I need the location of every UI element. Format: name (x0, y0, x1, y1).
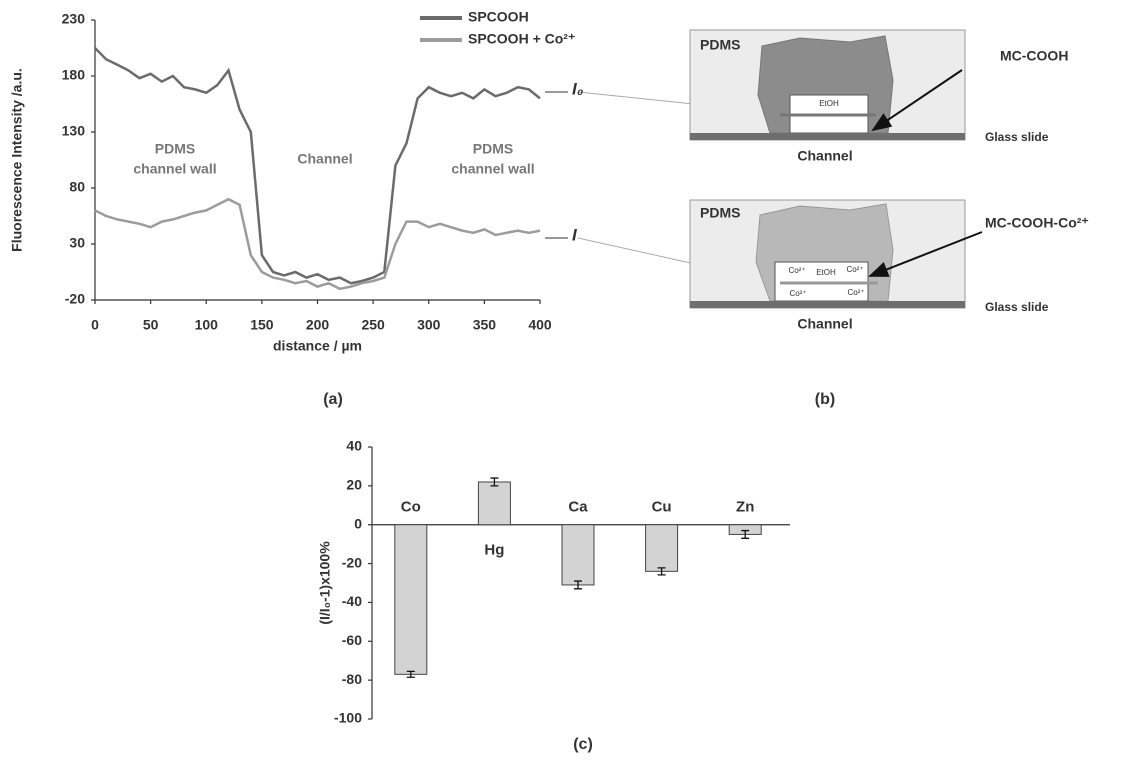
y-tick-label: 30 (69, 235, 85, 251)
inner-label: Co²⁺ (846, 265, 863, 274)
x-tick-label: 200 (306, 317, 330, 333)
x-tick-label: 250 (361, 317, 385, 333)
diagram-panel: PDMS MC-COOH-Co²⁺ Glass slide Channel Co… (689, 199, 1089, 332)
error-bar (406, 670, 415, 678)
series-line (94, 47, 541, 285)
error-bar (657, 567, 666, 576)
error-bar (490, 477, 499, 487)
y-tick-label: 80 (69, 179, 85, 195)
y-tick-label: -40 (342, 593, 362, 609)
x-tick-label: 100 (195, 317, 219, 333)
bar (645, 524, 679, 572)
x-tick-label: 350 (473, 317, 497, 333)
y-tick-label: -100 (334, 710, 362, 726)
x-tick-label: 300 (417, 317, 441, 333)
y-tick-label: -80 (342, 671, 362, 687)
y-tick-label: -60 (342, 632, 362, 648)
callout: MC-COOH (1000, 48, 1068, 64)
category-label: Ca (568, 499, 588, 516)
x-tick-label: 150 (250, 317, 274, 333)
callout: MC-COOH-Co²⁺ (985, 215, 1089, 231)
legend-label: SPCOOH (468, 9, 529, 25)
x-tick-label: 0 (91, 317, 99, 333)
x-tick-label: 50 (143, 317, 159, 333)
glass-label: Glass slide (985, 130, 1049, 144)
inner-label: Co²⁺ (788, 266, 805, 275)
bar (394, 524, 428, 675)
series-line (94, 197, 541, 291)
annotation: PDMS (473, 141, 513, 157)
error-bar (741, 529, 750, 539)
category-label: Co (401, 499, 421, 516)
inner-label: Co²⁺ (847, 288, 864, 297)
y-axis-title: Fluorescence Intensity /a.u. (9, 68, 25, 252)
annotation: I (572, 225, 578, 244)
panel-label: (a) (323, 391, 343, 408)
category-label: Zn (736, 499, 754, 516)
x-axis-title: distance / µm (273, 338, 362, 354)
y-tick-label: 40 (346, 438, 362, 454)
inner-label: EtOH (819, 99, 839, 108)
y-tick-label: 20 (346, 477, 362, 493)
annotation: channel wall (133, 161, 216, 177)
pdms-label: PDMS (700, 205, 740, 221)
y-tick-label: 180 (62, 67, 86, 83)
category-label: Cu (652, 499, 672, 516)
pdms-label: PDMS (700, 37, 740, 53)
x-tick-label: 400 (528, 317, 552, 333)
annotation: PDMS (155, 141, 195, 157)
glass-label: Glass slide (985, 300, 1049, 314)
inner-label: Co²⁺ (789, 289, 806, 298)
y-tick-label: 130 (62, 123, 86, 139)
error-bar (574, 580, 582, 590)
channel-label: Channel (797, 148, 852, 164)
legend-label: SPCOOH + Co²⁺ (468, 31, 575, 47)
annotation: Channel (297, 151, 352, 167)
panel-label: (c) (573, 736, 593, 753)
diagram-panel: PDMS MC-COOH Glass slide Channel EtOH (689, 29, 1068, 164)
annotation: channel wall (451, 161, 534, 177)
y-tick-label: 230 (62, 11, 86, 27)
y-tick-label: 0 (354, 515, 362, 531)
y-tick-label: -20 (342, 554, 362, 570)
annotation: I₀ (572, 79, 584, 98)
y-tick-label: -20 (65, 291, 85, 307)
channel-label: Channel (797, 316, 852, 332)
panel-label: (b) (815, 391, 835, 408)
bar (561, 524, 595, 586)
inner-label: EtOH (816, 268, 836, 277)
y-axis-title: (I/I₀-1)x100% (317, 541, 333, 625)
category-label: Hg (484, 542, 504, 559)
bar (477, 481, 511, 526)
